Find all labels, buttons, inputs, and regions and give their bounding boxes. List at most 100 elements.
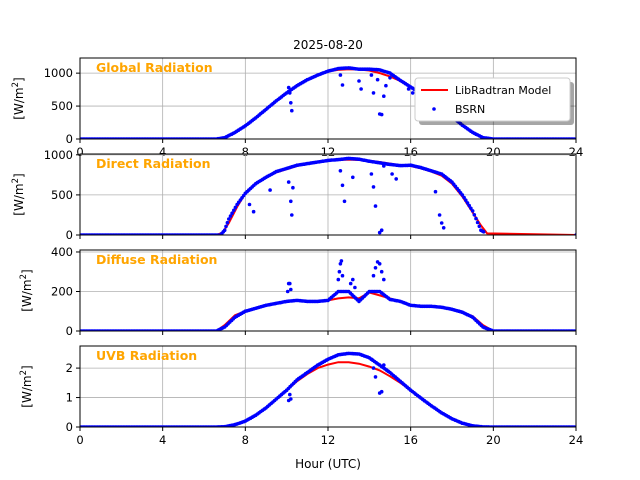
bsrn-point [228, 214, 233, 218]
bsrn-point [481, 230, 486, 234]
figure-title: 2025-08-20 [293, 38, 363, 52]
y-axis-label-end: ] [12, 173, 26, 178]
bsrn-point [291, 185, 295, 190]
bsrn-point [290, 213, 294, 217]
y-tick-label: 2 [66, 361, 73, 375]
bsrn-point [371, 91, 376, 95]
bsrn-point [377, 230, 382, 235]
bsrn-point [410, 91, 415, 95]
bsrn-point [472, 213, 477, 217]
bsrn-point [337, 269, 342, 274]
panel-title: UVB Radiation [96, 348, 197, 363]
y-axis-label-end: ] [20, 365, 34, 370]
y-axis-label-end: ] [12, 77, 26, 82]
bsrn-point [433, 189, 438, 194]
y-axis-label-main: [W/m [20, 375, 34, 407]
bsrn-point [289, 199, 293, 204]
x-tick-label: 0 [76, 145, 83, 159]
y-tick-label: 200 [51, 284, 73, 298]
y-axis-label: [W/m2] [19, 269, 34, 311]
bsrn-point [247, 202, 252, 207]
bsrn-point [224, 224, 228, 229]
panel-title: Direct Radiation [96, 156, 211, 171]
y-axis-label-sup: 2 [19, 274, 29, 279]
y-axis-label-end: ] [20, 269, 34, 274]
bsrn-point [373, 375, 378, 379]
bsrn-point [268, 188, 272, 192]
bsrn-point [348, 281, 353, 286]
bsrn-point [222, 228, 227, 232]
x-tick-label: 24 [569, 145, 584, 159]
bsrn-point [338, 262, 343, 266]
panel-2: 0 500 1000 Direct Radiation [W/m2] [11, 148, 577, 242]
bsrn-point [394, 177, 399, 181]
x-tick-label: 8 [242, 433, 249, 447]
bsrn-point [390, 172, 394, 176]
bsrn-point [233, 205, 238, 210]
y-axis-label-sup: 2 [11, 178, 21, 183]
bsrn-point [373, 266, 378, 270]
bsrn-point [351, 175, 355, 180]
bsrn-point [379, 228, 384, 232]
bsrn-point [474, 216, 478, 221]
legend: LibRadtran Model BSRN [414, 77, 574, 125]
bsrn-point [288, 281, 292, 286]
bsrn-point [477, 224, 482, 229]
bsrn-point [342, 199, 347, 204]
x-tick-label: 4 [159, 145, 166, 159]
legend-frame [414, 77, 571, 122]
bsrn-point [460, 193, 465, 197]
bsrn-point [286, 180, 291, 184]
legend-bsrn-swatch [432, 107, 436, 111]
bsrn-point [384, 83, 388, 88]
y-axis-label-sup: 2 [11, 82, 21, 87]
bsrn-point [232, 208, 236, 213]
bsrn-point [369, 357, 374, 362]
bsrn-point [441, 226, 446, 230]
bsrn-point [288, 392, 292, 397]
x-axis-label: Hour (UTC) [295, 457, 361, 471]
bsrn-point [225, 220, 230, 225]
y-tick-label: 0 [66, 132, 73, 146]
bsrn-point [439, 221, 444, 225]
x-tick-label: 0 [76, 433, 83, 447]
bsrn-point [379, 269, 384, 274]
bsrn-point [437, 213, 442, 217]
bsrn-point [386, 369, 390, 373]
bsrn-points [80, 351, 576, 427]
bsrn-point [469, 206, 473, 211]
y-tick-label: 0 [66, 228, 73, 242]
bsrn-point [382, 363, 386, 367]
y-axis-label-main: [W/m [20, 279, 34, 311]
bsrn-point [462, 195, 466, 200]
bsrn-point [227, 217, 231, 221]
bsrn-point [379, 112, 384, 117]
bsrn-point [340, 83, 345, 87]
y-axis-label: [W/m2] [11, 77, 26, 119]
panel-title: Global Radiation [96, 60, 213, 75]
bsrn-point [377, 262, 382, 266]
x-tick-label: 12 [321, 433, 336, 447]
bsrn-point [382, 164, 386, 168]
bsrn-point [286, 85, 291, 90]
bsrn-point [357, 79, 361, 83]
x-tick-label: 20 [486, 145, 501, 159]
bsrn-point [369, 172, 374, 176]
y-tick-label: 1 [66, 391, 73, 405]
panel-1: 0 4 8 12 16 20 24 0 500 1000 Global Radiation [W/m2… [11, 57, 584, 159]
bsrn-point [230, 211, 234, 215]
y-tick-label: 1000 [44, 148, 73, 162]
bsrn-point [406, 87, 411, 91]
bsrn-point [475, 220, 480, 225]
bsrn-point [353, 285, 357, 290]
bsrn-point [371, 273, 376, 278]
y-axis-label: [W/m2] [11, 173, 26, 215]
bsrn-point [339, 259, 344, 263]
y-axis-label-main: [W/m [12, 183, 26, 215]
bsrn-point [289, 287, 293, 292]
bsrn-points [80, 259, 576, 331]
bsrn-point [336, 277, 341, 282]
